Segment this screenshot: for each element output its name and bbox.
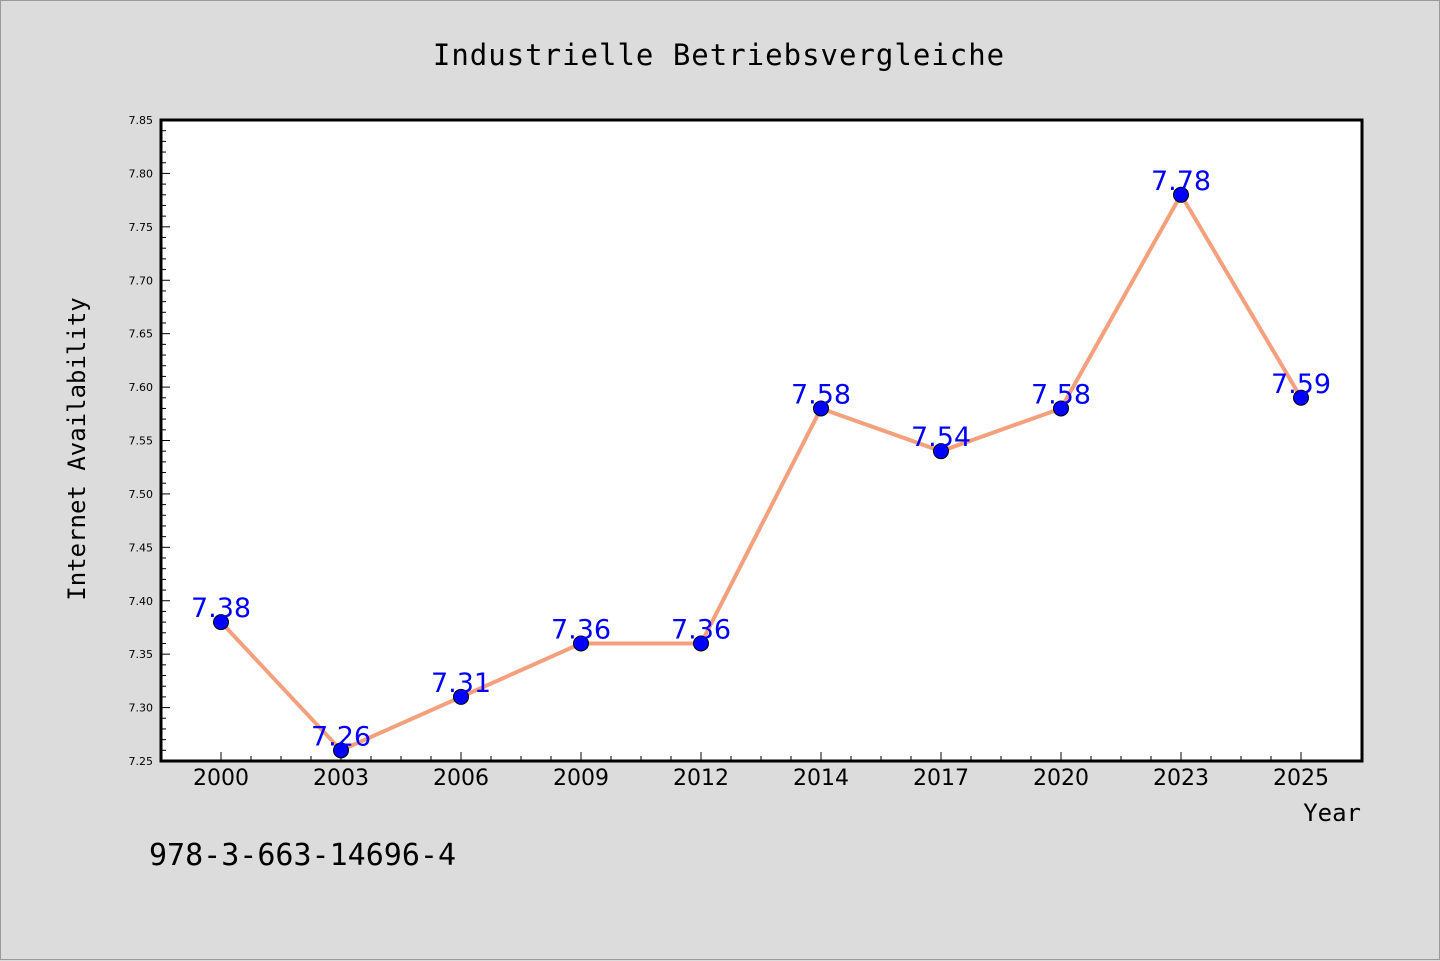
data-label-layer: 7.38 7.26 7.31 7.36 7.36 7.58 7.54 7.58 7.78 7.59 (191, 166, 1331, 753)
x-tick-label: 2017 (913, 766, 969, 791)
data-label: 7.54 (911, 422, 971, 453)
y-tick-label: 7.75 (129, 221, 154, 234)
x-tick-label: 2023 (1153, 766, 1209, 791)
y-tick-label: 7.65 (129, 328, 154, 341)
y-tick-label: 7.30 (129, 702, 154, 715)
data-label: 7.36 (551, 614, 611, 645)
data-label: 7.58 (791, 379, 851, 410)
x-tick-label: 2012 (673, 766, 729, 791)
x-tick-label: 2014 (793, 766, 849, 791)
data-point (933, 443, 949, 460)
x-tick-label: 2000 (193, 766, 249, 791)
data-label: 7.78 (1151, 166, 1211, 197)
x-axis: 2000 2003 2006 2009 2012 2014 2017 2020 2023 2025 (193, 752, 1329, 791)
data-label: 7.26 (311, 721, 371, 752)
y-tick-label: 7.60 (129, 381, 154, 394)
data-point (813, 400, 829, 417)
data-point (333, 742, 349, 759)
data-point (1173, 186, 1189, 203)
data-point (453, 688, 469, 705)
data-point (693, 635, 709, 652)
data-point (1293, 389, 1309, 406)
y-tick-label: 7.45 (129, 541, 154, 554)
y-tick-label: 7.50 (129, 488, 154, 501)
data-label: 7.31 (431, 668, 491, 699)
y-tick-label: 7.40 (129, 595, 154, 608)
data-label: 7.36 (671, 614, 731, 645)
data-point (213, 614, 229, 631)
data-label: 7.59 (1271, 369, 1331, 400)
chart-title: Industrielle Betriebsvergleiche (433, 38, 1005, 72)
x-tick-label: 2006 (433, 766, 489, 791)
y-tick-label: 7.85 (129, 114, 154, 127)
data-point (1053, 400, 1069, 417)
y-axis-title: Internet Availability (63, 297, 91, 600)
y-tick-label: 7.70 (129, 274, 154, 287)
y-tick-label: 7.35 (129, 648, 154, 661)
data-label: 7.58 (1031, 379, 1091, 410)
x-tick-label: 2009 (553, 766, 609, 791)
x-tick-label: 2020 (1033, 766, 1089, 791)
y-tick-label: 7.55 (129, 435, 154, 448)
data-point (573, 635, 589, 652)
isbn-annotation: 978-3-663-14696-4 (149, 838, 456, 873)
x-tick-label: 2025 (1273, 766, 1329, 791)
x-axis-title: Year (1303, 799, 1361, 827)
data-label: 7.38 (191, 593, 251, 624)
plot-area (159, 118, 1364, 763)
y-tick-label: 7.80 (129, 167, 154, 180)
series-line (219, 192, 1303, 753)
y-tick-label: 7.25 (129, 755, 154, 768)
y-axis: 7.25 7.30 7.35 7.40 7.45 7.50 7.55 7.60 7.65 7.70… (129, 114, 170, 768)
x-tick-label: 2003 (313, 766, 369, 791)
series-layer (213, 186, 1309, 759)
